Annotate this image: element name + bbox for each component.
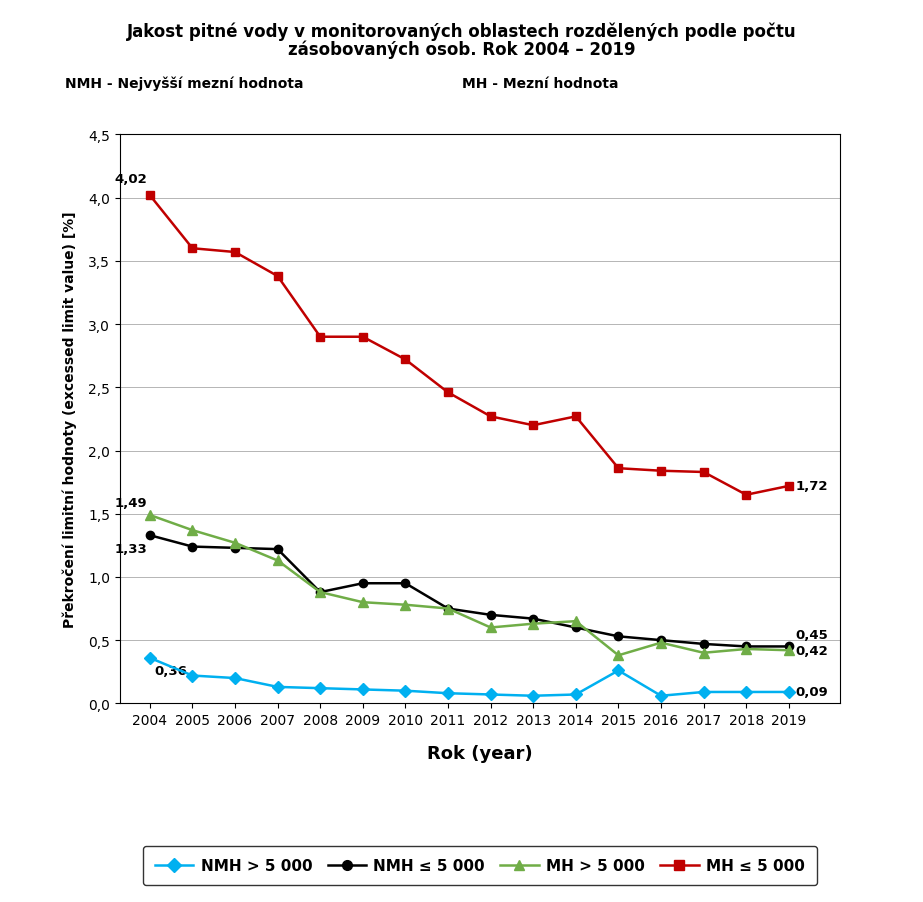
MH > 5 000	[740, 644, 751, 655]
NMH ≤ 5 000	[442, 603, 453, 614]
NMH ≤ 5 000	[144, 530, 155, 541]
NMH ≤ 5 000	[272, 544, 283, 555]
NMH > 5 000	[272, 682, 283, 693]
MH ≤ 5 000	[400, 354, 411, 365]
Text: 1,33: 1,33	[115, 542, 148, 555]
MH > 5 000	[613, 650, 624, 661]
MH > 5 000	[442, 603, 453, 614]
Text: 1,72: 1,72	[796, 480, 828, 492]
NMH > 5 000	[613, 666, 624, 676]
MH ≤ 5 000	[528, 420, 539, 431]
Line: NMH > 5 000: NMH > 5 000	[146, 654, 793, 700]
MH ≤ 5 000	[740, 490, 751, 501]
Text: 0,42: 0,42	[796, 644, 828, 657]
MH ≤ 5 000	[186, 244, 198, 254]
MH > 5 000	[570, 616, 581, 627]
NMH ≤ 5 000	[613, 631, 624, 642]
Line: MH > 5 000: MH > 5 000	[145, 511, 794, 660]
NMH > 5 000	[357, 685, 368, 695]
NMH > 5 000	[655, 691, 666, 702]
MH > 5 000	[144, 510, 155, 520]
NMH > 5 000	[442, 688, 453, 699]
MH > 5 000	[784, 645, 795, 656]
Text: NMH - Nejvyšší mezní hodnota: NMH - Nejvyšší mezní hodnota	[65, 77, 303, 91]
X-axis label: Rok (year): Rok (year)	[427, 744, 533, 762]
NMH ≤ 5 000	[740, 641, 751, 652]
Line: MH ≤ 5 000: MH ≤ 5 000	[146, 192, 793, 500]
NMH > 5 000	[528, 691, 539, 702]
Legend: NMH > 5 000, NMH ≤ 5 000, MH > 5 000, MH ≤ 5 000: NMH > 5 000, NMH ≤ 5 000, MH > 5 000, MH…	[143, 846, 817, 886]
MH ≤ 5 000	[315, 332, 326, 343]
NMH ≤ 5 000	[485, 610, 497, 621]
Text: Jakost pitné vody v monitorovaných oblastech rozdělených podle počtu: Jakost pitné vody v monitorovaných oblas…	[126, 23, 797, 41]
NMH ≤ 5 000	[357, 578, 368, 589]
Y-axis label: Překročení limitní hodnoty (excessed limit value) [%]: Překročení limitní hodnoty (excessed lim…	[63, 211, 78, 628]
MH ≤ 5 000	[144, 190, 155, 201]
MH > 5 000	[655, 638, 666, 649]
MH ≤ 5 000	[655, 465, 666, 476]
NMH > 5 000	[485, 689, 497, 700]
NMH ≤ 5 000	[315, 587, 326, 598]
Text: 0,36: 0,36	[154, 665, 187, 677]
MH ≤ 5 000	[230, 247, 241, 258]
NMH > 5 000	[570, 689, 581, 700]
MH > 5 000	[230, 538, 241, 548]
Text: 0,45: 0,45	[796, 629, 828, 641]
Text: 0,09: 0,09	[796, 686, 828, 699]
Text: 1,49: 1,49	[115, 496, 148, 509]
MH ≤ 5 000	[272, 272, 283, 282]
NMH > 5 000	[230, 673, 241, 684]
NMH > 5 000	[400, 686, 411, 696]
MH ≤ 5 000	[570, 411, 581, 422]
MH > 5 000	[272, 556, 283, 566]
MH ≤ 5 000	[442, 388, 453, 399]
MH ≤ 5 000	[357, 332, 368, 343]
MH > 5 000	[528, 619, 539, 630]
NMH > 5 000	[698, 686, 709, 697]
MH > 5 000	[357, 597, 368, 608]
MH ≤ 5 000	[784, 481, 795, 492]
NMH ≤ 5 000	[400, 578, 411, 589]
NMH ≤ 5 000	[570, 622, 581, 633]
NMH ≤ 5 000	[784, 641, 795, 652]
MH > 5 000	[186, 525, 198, 536]
NMH ≤ 5 000	[655, 635, 666, 646]
MH ≤ 5 000	[698, 467, 709, 478]
NMH ≤ 5 000	[698, 639, 709, 649]
Text: 4,02: 4,02	[115, 173, 148, 186]
NMH ≤ 5 000	[230, 543, 241, 554]
NMH > 5 000	[315, 683, 326, 694]
NMH ≤ 5 000	[186, 541, 198, 552]
NMH > 5 000	[186, 670, 198, 681]
MH ≤ 5 000	[485, 411, 497, 422]
NMH > 5 000	[784, 686, 795, 697]
MH > 5 000	[485, 622, 497, 633]
MH > 5 000	[400, 600, 411, 611]
Line: NMH ≤ 5 000: NMH ≤ 5 000	[146, 531, 793, 651]
NMH ≤ 5 000	[528, 613, 539, 624]
NMH > 5 000	[144, 653, 155, 664]
MH ≤ 5 000	[613, 464, 624, 474]
MH > 5 000	[698, 648, 709, 658]
NMH > 5 000	[740, 686, 751, 697]
Text: MH - Mezní hodnota: MH - Mezní hodnota	[462, 77, 618, 91]
MH > 5 000	[315, 587, 326, 598]
Text: zásobovaných osob. Rok 2004 – 2019: zásobovaných osob. Rok 2004 – 2019	[288, 41, 635, 59]
